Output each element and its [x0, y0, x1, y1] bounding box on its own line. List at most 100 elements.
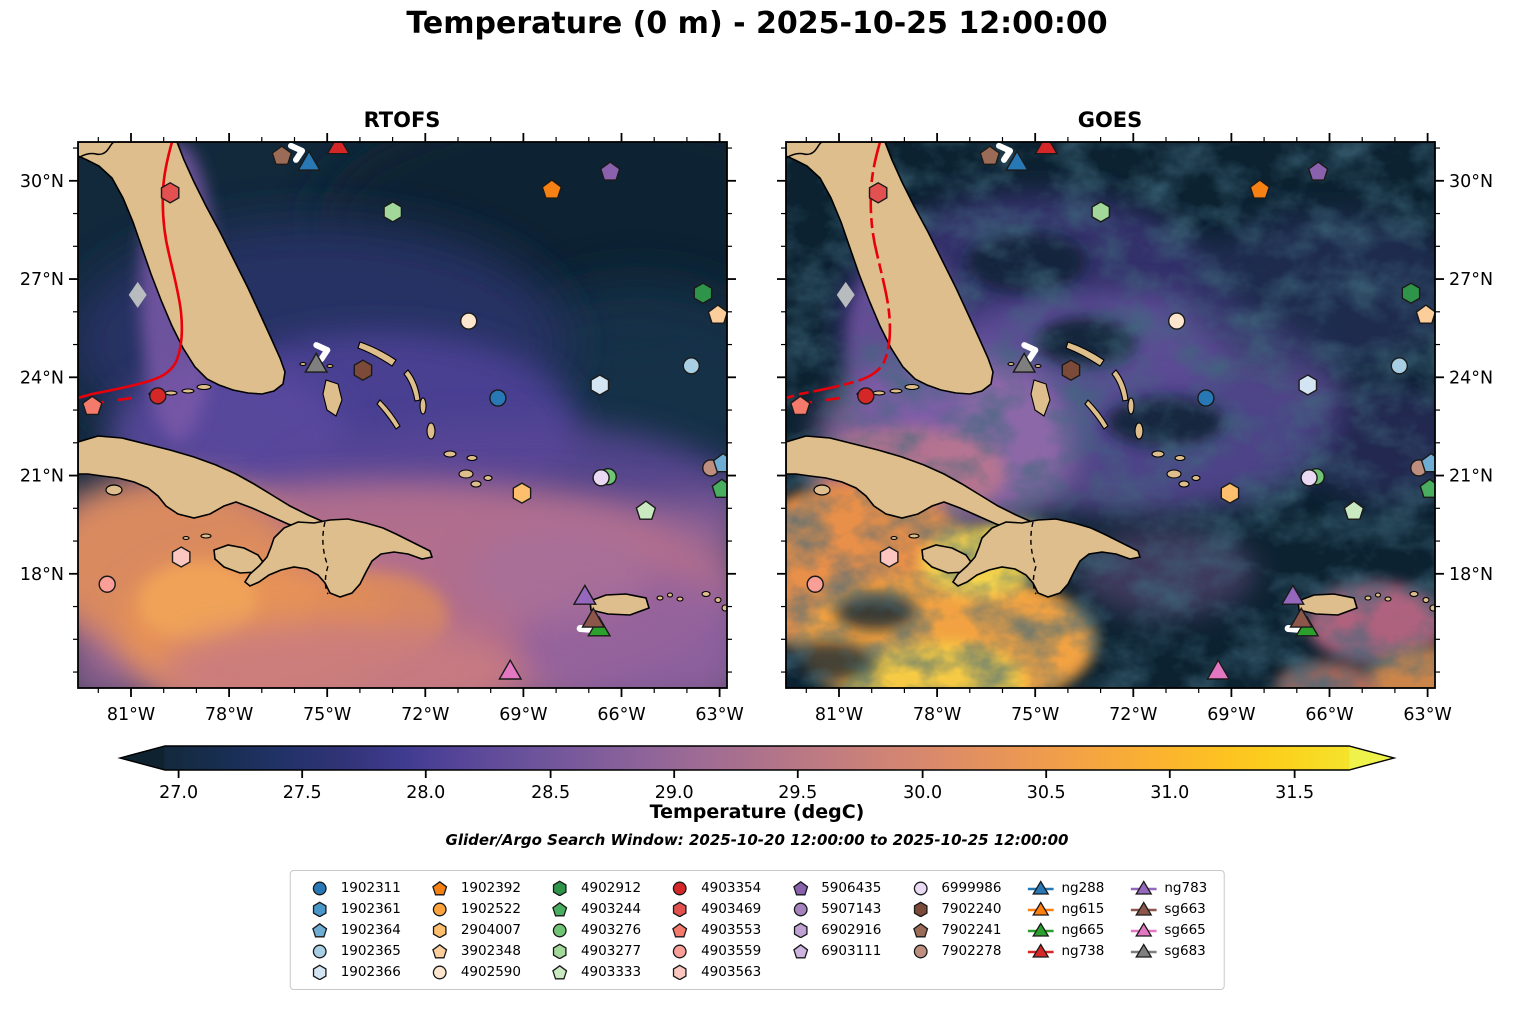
svg-text:31.5: 31.5: [1275, 783, 1314, 803]
legend-label: 4903563: [701, 964, 762, 980]
legend-marker-hexagon-icon: [312, 901, 327, 917]
svg-text:75°W: 75°W: [1011, 705, 1059, 725]
land-small-islands: [182, 341, 727, 612]
legend-marker-triangle-line-icon: [1130, 922, 1157, 937]
map-rtofs: 81°W 78°W 75°W 72°W 69°W 66°W 63°W 30°N 27°N 24°N…: [20, 133, 744, 725]
legend-entry-1902311: 1902311: [307, 879, 401, 897]
legend-marker-triangle-line-icon: [1027, 943, 1054, 958]
svg-text:72°W: 72°W: [401, 705, 449, 725]
legend-marker-triangle-line-icon: [1130, 901, 1157, 916]
legend-column: 5906435 5907143 6902916 6903111: [787, 879, 881, 981]
legend-marker-circle-icon: [432, 965, 447, 980]
legend-label: 5906435: [821, 880, 882, 896]
legend-label: 7902278: [941, 943, 1002, 959]
legend-label: 4903276: [580, 922, 642, 938]
legend-entry-1902366: 1902366: [307, 963, 401, 981]
legend-marker-circle-icon: [312, 944, 327, 959]
legend-label: ng665: [1061, 922, 1105, 938]
legend-label: 4903469: [701, 901, 762, 917]
legend-entry-1902522: 1902522: [427, 900, 521, 918]
legend-label: 6903111: [821, 943, 882, 959]
svg-text:72°W: 72°W: [1109, 705, 1157, 725]
svg-text:24°N: 24°N: [1449, 368, 1493, 388]
legend-label: 1902366: [340, 964, 401, 980]
legend-column: 1902311 1902361 1902364 1902365 1902366: [307, 879, 401, 981]
legend-entry-4902590: 4902590: [427, 963, 521, 981]
legend-column: 1902392 1902522 2904007 3902348 4902590: [427, 879, 521, 981]
legend-entry-sg683: sg683: [1130, 942, 1207, 960]
legend-marker-circle-icon: [673, 881, 688, 896]
svg-text:69°W: 69°W: [499, 705, 547, 725]
legend-marker-triangle-line-icon: [1027, 901, 1054, 916]
svg-text:69°W: 69°W: [1207, 705, 1255, 725]
panel-title-goes: GOES: [1077, 108, 1143, 132]
legend-entry-7902240: 7902240: [907, 900, 1001, 918]
svg-text:30.0: 30.0: [903, 783, 942, 803]
legend-marker-circle-icon: [793, 902, 808, 917]
legend-entry-1902364: 1902364: [307, 921, 401, 939]
legend-entry-ng615: ng615: [1027, 900, 1104, 918]
legend-entry-6902916: 6902916: [787, 921, 881, 939]
land-florida: [78, 142, 286, 395]
legend-entry-4903553: 4903553: [667, 921, 761, 939]
legend-entry-3902348: 3902348: [427, 942, 521, 960]
figure-title: Temperature (0 m) - 2025-10-25 12:00:00: [406, 6, 1108, 41]
legend-label: 3902348: [460, 943, 521, 959]
legend-label: 1902311: [340, 880, 401, 896]
legend-entry-7902278: 7902278: [907, 942, 1001, 960]
legend-label: ng738: [1061, 943, 1105, 959]
colorbar-gradient-bar: [117, 745, 1397, 771]
svg-text:30°N: 30°N: [20, 172, 64, 192]
svg-text:27°N: 27°N: [1449, 270, 1493, 290]
legend-marker-hexagon-icon: [913, 901, 928, 917]
colorbar: 27.0 27.5 28.0 28.5 29.0 29.5 30.0 30.5 31.0 31.5: [117, 745, 1397, 803]
legend-entry-ng783: ng783: [1130, 879, 1207, 897]
legend-marker-circle-icon: [673, 944, 688, 959]
map-border: [77, 141, 728, 689]
legend-entry-4903469: 4903469: [667, 900, 761, 918]
land-puerto-rico: [589, 593, 650, 616]
legend-entry-4903277: 4903277: [547, 942, 641, 960]
platform-markers: [81, 142, 727, 680]
legend-label: 7902241: [941, 922, 1002, 938]
legend-column: 4903354 4903469 4903553 4903559 4903563: [667, 879, 761, 981]
svg-text:81°W: 81°W: [815, 705, 863, 725]
svg-text:81°W: 81°W: [107, 705, 155, 725]
axis-ticks: 81°W 78°W 75°W 72°W 69°W 66°W 63°W 30°N 27°N 24°N…: [20, 133, 744, 725]
legend-label: 4903354: [701, 880, 762, 896]
legend-label: sg663: [1164, 901, 1206, 917]
legend-marker-circle-icon: [432, 902, 447, 917]
legend-entry-4903333: 4903333: [547, 963, 641, 981]
svg-text:30.5: 30.5: [1027, 783, 1066, 803]
legend-entry-4903244: 4903244: [547, 900, 641, 918]
legend-label: 1902392: [460, 880, 521, 896]
legend-marker-pentagon-icon: [432, 880, 448, 896]
legend-entry-4903563: 4903563: [667, 963, 761, 981]
legend-column: 6999986 7902240 7902241 7902278: [907, 879, 1001, 981]
legend-label: 4903244: [580, 901, 642, 917]
legend-label: 1902364: [340, 922, 401, 938]
legend-entry-1902365: 1902365: [307, 942, 401, 960]
svg-text:28.5: 28.5: [531, 783, 570, 803]
legend-marker-hexagon-icon: [553, 943, 567, 959]
svg-text:78°W: 78°W: [913, 705, 961, 725]
svg-text:21°N: 21°N: [20, 467, 64, 487]
legend-marker-hexagon-icon: [553, 880, 567, 896]
svg-text:75°W: 75°W: [303, 705, 351, 725]
legend-label: 4902590: [460, 964, 521, 980]
land-small-islands: [890, 341, 1435, 612]
legend-label: 6902916: [821, 922, 882, 938]
svg-text:78°W: 78°W: [205, 705, 253, 725]
legend-label: ng783: [1164, 880, 1208, 896]
svg-text:29.5: 29.5: [778, 783, 817, 803]
legend-marker-hexagon-icon: [673, 901, 687, 917]
colorbar-ticks: 27.0 27.5 28.0 28.5 29.0 29.5 30.0 30.5 31.0 31.5: [159, 770, 1314, 803]
legend-label: 4903559: [701, 943, 762, 959]
legend-marker-pentagon-icon: [312, 922, 328, 938]
legend-entry-sg665: sg665: [1130, 921, 1207, 939]
legend-marker-circle-icon: [312, 881, 327, 896]
land-layer: [786, 142, 1435, 616]
svg-text:24°N: 24°N: [20, 368, 64, 388]
svg-text:30°N: 30°N: [1449, 172, 1493, 192]
